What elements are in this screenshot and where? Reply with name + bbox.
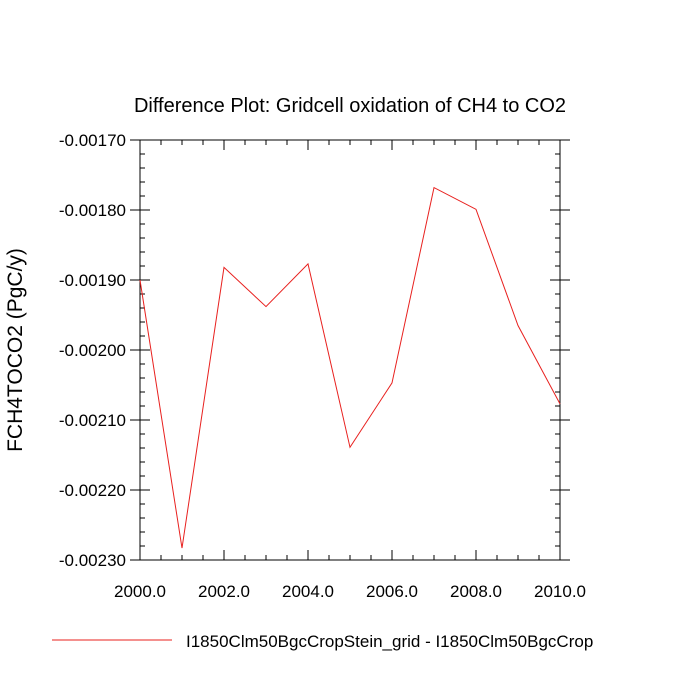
y-tick-label: -0.00230 (59, 551, 126, 570)
series-layer (139, 186, 561, 549)
x-tick-labels: 2000.0 2002.0 2004.0 2006.0 2008.0 2010.0 (114, 582, 586, 601)
y-tick-label: -0.00220 (59, 481, 126, 500)
x-tick-label: 2010.0 (534, 582, 586, 601)
y-tick-label: -0.00190 (59, 271, 126, 290)
legend: I1850Clm50BgcCropStein_grid - I1850Clm50… (52, 632, 593, 651)
legend-label: I1850Clm50BgcCropStein_grid - I1850Clm50… (186, 632, 593, 651)
y-tick-labels: -0.00170 -0.00180 -0.00190 -0.00200 -0.00210… (59, 131, 126, 570)
x-tick-label: 2008.0 (450, 582, 502, 601)
x-tick-label: 2000.0 (114, 582, 166, 601)
y-tick-label: -0.00170 (59, 131, 126, 150)
y-tick-label: -0.00210 (59, 411, 126, 430)
plot-frame (139, 139, 561, 561)
x-tick-label: 2006.0 (366, 582, 418, 601)
y-axis-label: FCH4TOCO2 (PgC/y) (4, 248, 27, 452)
minor-ticks (139, 139, 561, 561)
x-tick-label: 2002.0 (198, 582, 250, 601)
chart-title: Difference Plot: Gridcell oxidation of C… (134, 95, 566, 117)
series-line (139, 186, 561, 549)
y-tick-label: -0.00180 (59, 201, 126, 220)
x-tick-label: 2004.0 (282, 582, 334, 601)
major-ticks (130, 139, 570, 561)
y-tick-label: -0.00200 (59, 341, 126, 360)
